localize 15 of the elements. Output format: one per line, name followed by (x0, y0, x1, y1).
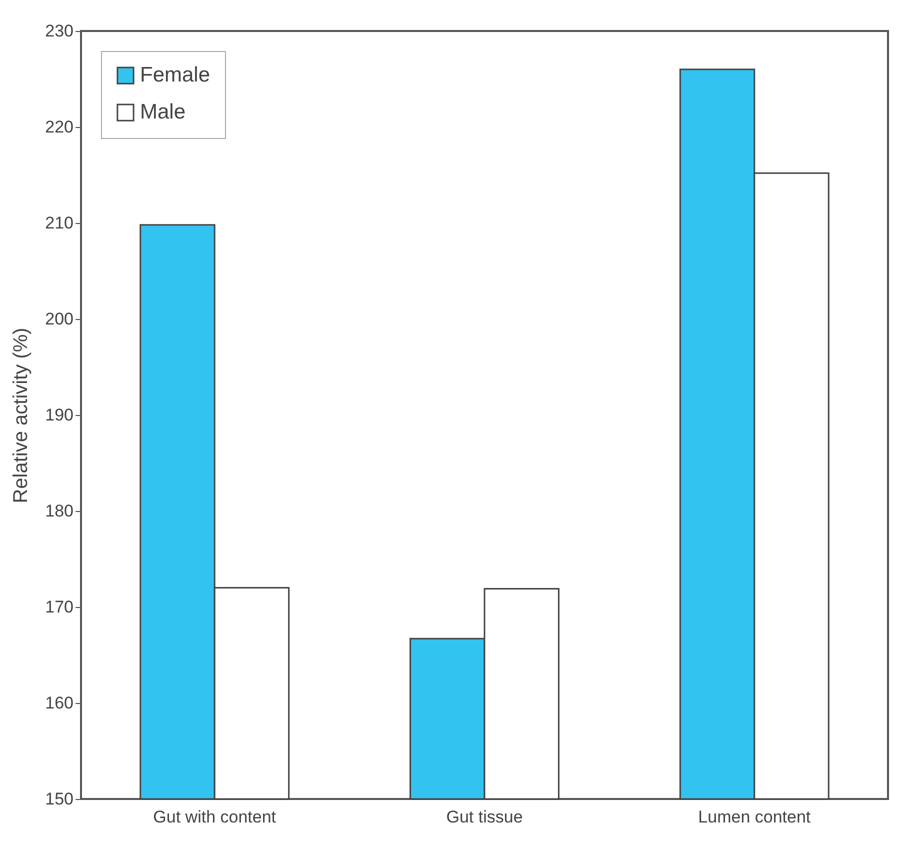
y-tick-label: 150 (45, 790, 74, 808)
y-tick-label: 160 (45, 694, 74, 712)
y-tick-label: 190 (45, 406, 74, 424)
y-axis-title: Relative activity (%) (10, 328, 32, 504)
legend-label: Male (140, 100, 186, 124)
y-tick-label: 220 (45, 118, 74, 136)
x-tick-label: Gut with content (153, 808, 276, 826)
y-tick-label: 230 (45, 22, 74, 40)
y-tick-label: 200 (45, 310, 74, 328)
y-tick-label: 170 (45, 598, 74, 616)
x-tick-label: Gut tissue (446, 808, 523, 826)
x-tick-label: Lumen content (698, 808, 811, 826)
y-tick-label: 210 (45, 214, 74, 232)
legend-label: Female (140, 64, 210, 86)
y-tick-label: 180 (45, 502, 74, 520)
